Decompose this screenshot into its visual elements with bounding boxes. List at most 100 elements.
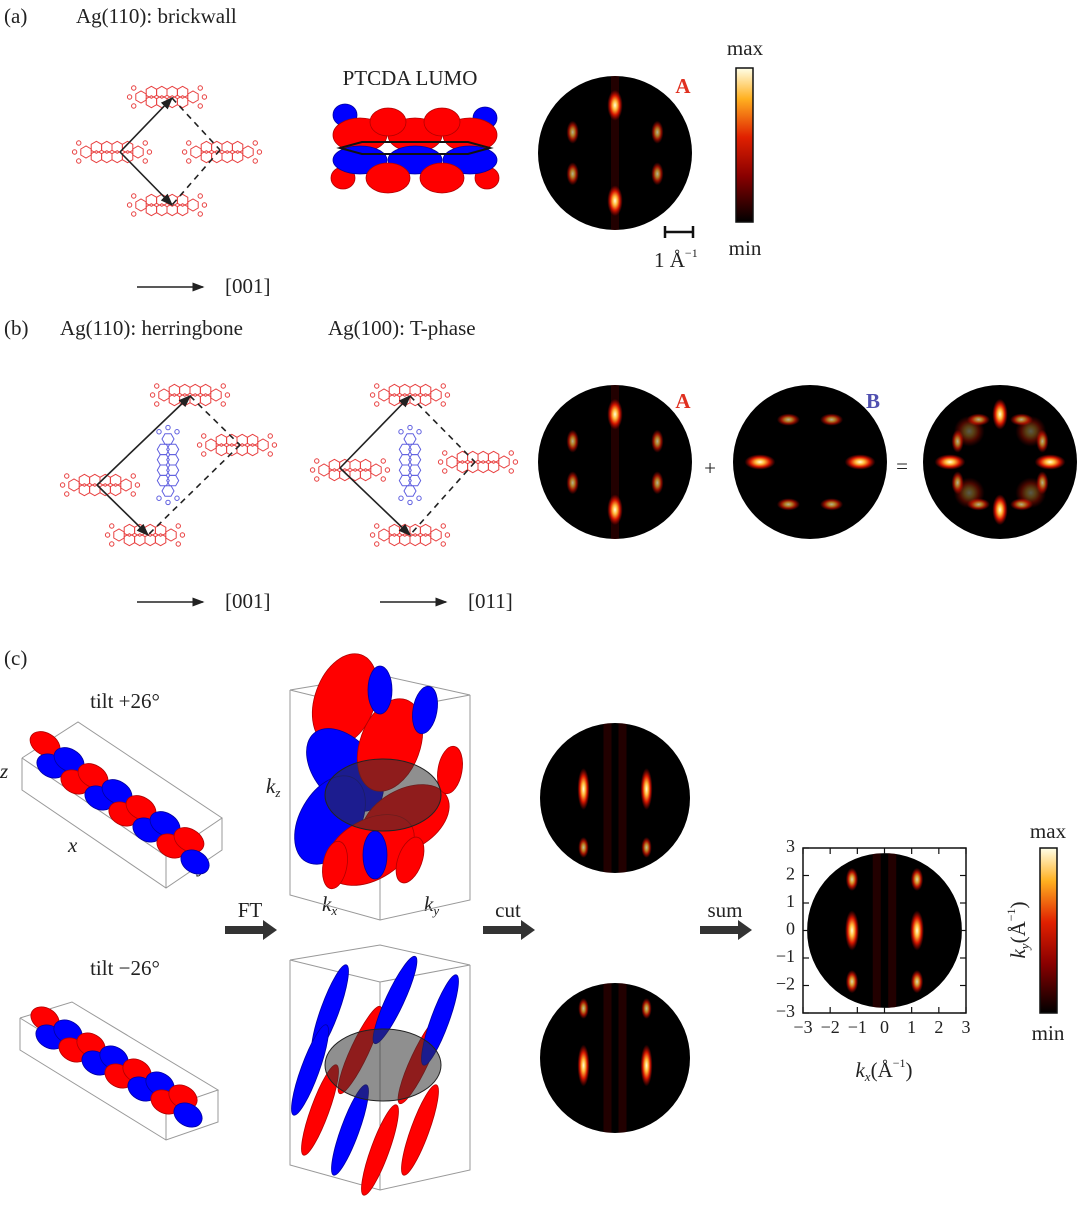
ring xyxy=(477,460,489,474)
ring xyxy=(176,203,189,217)
unit-end: ) xyxy=(1006,901,1030,908)
ring xyxy=(156,443,170,456)
k: k xyxy=(855,1058,865,1082)
ring xyxy=(121,140,134,154)
oxygen xyxy=(131,103,137,109)
ring xyxy=(388,393,401,407)
cell-vector xyxy=(96,484,150,537)
ring xyxy=(378,528,390,542)
unit: (Å xyxy=(1006,920,1030,943)
y-tick-label: 0 xyxy=(786,919,795,939)
x-tick-label: 3 xyxy=(962,1017,971,1037)
ring xyxy=(215,443,228,457)
ring xyxy=(145,193,158,207)
ring xyxy=(409,383,421,397)
ring xyxy=(156,464,170,476)
oxygen xyxy=(142,158,148,164)
ring xyxy=(419,393,432,407)
box-edge xyxy=(289,944,471,983)
oxygen xyxy=(380,476,386,482)
map-blob xyxy=(578,837,589,858)
map-blob xyxy=(1034,454,1066,470)
momentum-map xyxy=(923,385,1077,539)
ring xyxy=(156,193,168,207)
ring xyxy=(101,150,113,164)
operator: = xyxy=(896,454,908,478)
k-sub: x xyxy=(864,1069,871,1084)
molecule xyxy=(369,383,451,407)
colorbar xyxy=(735,67,754,223)
ring xyxy=(349,458,361,472)
ring xyxy=(205,438,217,452)
y-axis-label: ky(Å−1) xyxy=(1004,901,1032,958)
x-tick-label: 2 xyxy=(934,1017,943,1037)
map-blob xyxy=(651,471,664,495)
orbital-lobe xyxy=(437,745,463,795)
map-blob xyxy=(651,429,664,453)
k: k xyxy=(322,892,332,916)
k: k xyxy=(266,774,276,798)
ring xyxy=(487,450,500,464)
oxygen xyxy=(508,468,514,474)
ring xyxy=(101,140,113,154)
oxygen xyxy=(374,523,380,529)
oxygen xyxy=(186,158,192,164)
colorbar-max: max xyxy=(727,36,764,60)
oxygen xyxy=(104,532,111,538)
k-sub: z xyxy=(274,785,280,800)
molecule xyxy=(181,140,263,164)
unit-sup: −1 xyxy=(893,1056,906,1070)
map-blob xyxy=(845,910,859,951)
cell-dashed xyxy=(171,97,221,151)
map-stripe xyxy=(603,983,612,1133)
oxygen xyxy=(220,383,226,389)
k: k xyxy=(1006,949,1030,959)
map-stripe xyxy=(888,853,897,1008)
oxygen xyxy=(374,401,380,407)
oxygen xyxy=(374,541,380,547)
molecule xyxy=(437,450,519,474)
oxygen xyxy=(109,523,115,529)
map-blob xyxy=(776,413,800,426)
ring xyxy=(430,528,442,542)
oxygen xyxy=(131,193,137,199)
ring xyxy=(257,438,269,452)
oxygen xyxy=(374,383,380,389)
colorbar-min: min xyxy=(1032,1021,1065,1045)
momentum-map xyxy=(733,385,887,539)
ring xyxy=(166,454,180,466)
ring xyxy=(134,533,146,547)
oxygen xyxy=(175,541,181,547)
step-label: FT xyxy=(238,898,263,922)
molecule xyxy=(71,140,153,164)
ring xyxy=(403,485,417,497)
orbital-lobe xyxy=(369,107,407,137)
map-blob xyxy=(776,498,800,511)
ring xyxy=(199,393,212,407)
map-blob xyxy=(845,867,859,892)
oxygen xyxy=(59,482,66,488)
ring xyxy=(145,95,158,109)
oxygen xyxy=(508,450,514,456)
orbital-lobe xyxy=(361,1104,399,1196)
ring xyxy=(135,90,147,104)
oxygen xyxy=(440,541,446,547)
ring xyxy=(90,150,103,164)
k-sub: x xyxy=(330,903,337,918)
map-label: B xyxy=(866,389,880,413)
map-stripe xyxy=(618,983,627,1133)
oxygen xyxy=(130,473,136,479)
map-blob xyxy=(844,454,876,470)
oxygen xyxy=(440,523,446,529)
ring xyxy=(113,528,125,542)
unit-sup: −1 xyxy=(1004,908,1018,921)
ring xyxy=(419,383,432,397)
map-blob xyxy=(910,867,924,892)
map-blob xyxy=(607,89,623,121)
cell-dashed xyxy=(409,461,476,536)
k-axis-x: kx xyxy=(322,892,337,918)
ring xyxy=(399,383,411,397)
ring xyxy=(176,193,189,207)
ring xyxy=(446,455,458,469)
oxygen xyxy=(440,383,446,389)
